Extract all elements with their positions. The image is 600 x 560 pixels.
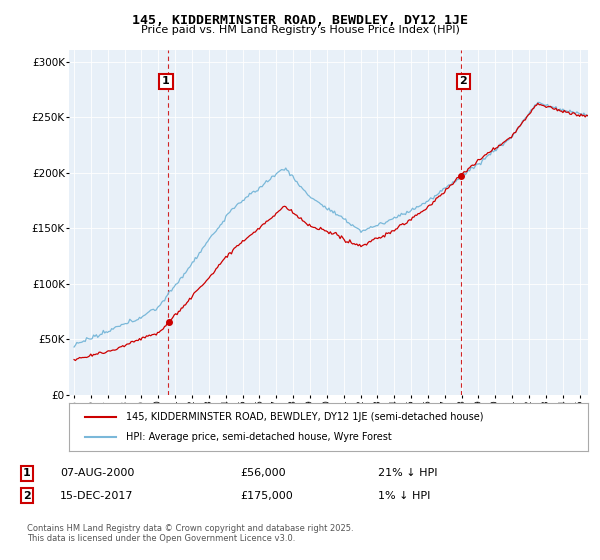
Text: 2: 2: [460, 76, 467, 86]
Text: 1% ↓ HPI: 1% ↓ HPI: [378, 491, 430, 501]
Text: Contains HM Land Registry data © Crown copyright and database right 2025.
This d: Contains HM Land Registry data © Crown c…: [27, 524, 353, 543]
Text: 07-AUG-2000: 07-AUG-2000: [60, 468, 134, 478]
Text: £56,000: £56,000: [240, 468, 286, 478]
Text: 1: 1: [162, 76, 170, 86]
Text: Price paid vs. HM Land Registry's House Price Index (HPI): Price paid vs. HM Land Registry's House …: [140, 25, 460, 35]
Text: 145, KIDDERMINSTER ROAD, BEWDLEY, DY12 1JE (semi-detached house): 145, KIDDERMINSTER ROAD, BEWDLEY, DY12 1…: [126, 412, 484, 422]
Text: 15-DEC-2017: 15-DEC-2017: [60, 491, 133, 501]
Text: HPI: Average price, semi-detached house, Wyre Forest: HPI: Average price, semi-detached house,…: [126, 432, 392, 442]
Text: £175,000: £175,000: [240, 491, 293, 501]
Text: 21% ↓ HPI: 21% ↓ HPI: [378, 468, 437, 478]
Text: 145, KIDDERMINSTER ROAD, BEWDLEY, DY12 1JE: 145, KIDDERMINSTER ROAD, BEWDLEY, DY12 1…: [132, 14, 468, 27]
Text: 2: 2: [23, 491, 31, 501]
Text: 1: 1: [23, 468, 31, 478]
